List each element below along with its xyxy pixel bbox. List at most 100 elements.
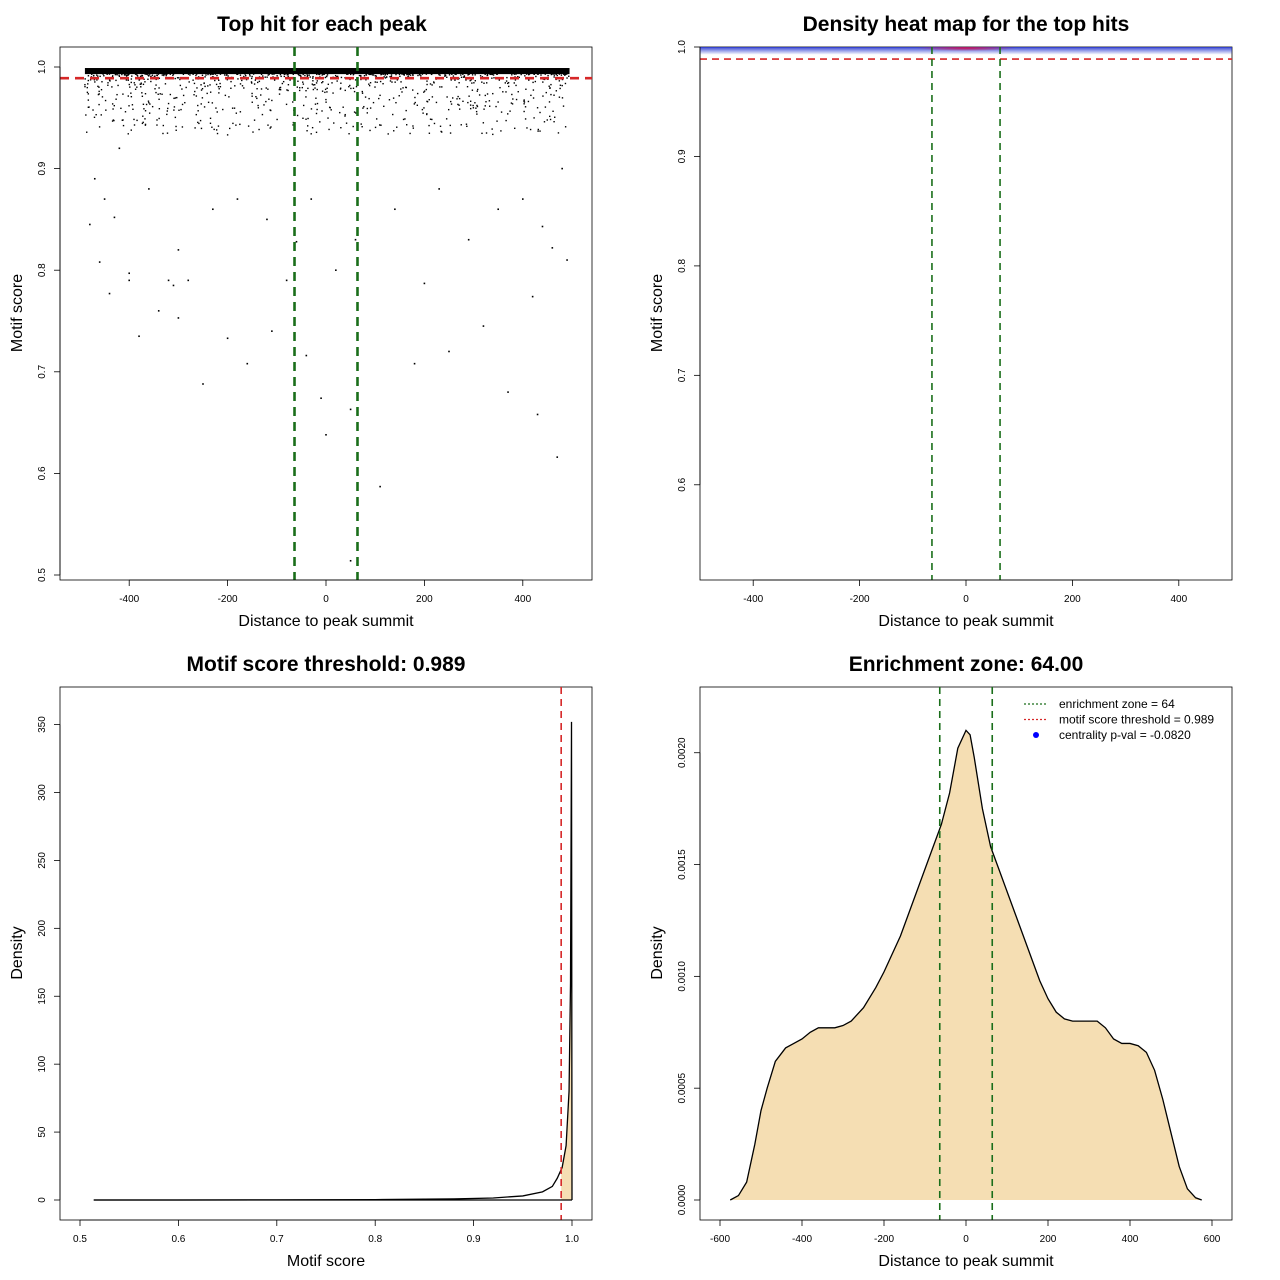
scatter-point xyxy=(232,122,234,125)
scatter-point xyxy=(225,74,228,76)
scatter-point xyxy=(307,87,309,90)
scatter-point xyxy=(306,74,309,77)
scatter-point xyxy=(555,73,557,76)
scatter-point xyxy=(549,115,551,118)
scatter-point xyxy=(257,107,260,109)
scatter-point xyxy=(100,88,103,91)
scatter-point xyxy=(302,83,305,85)
scatter-point xyxy=(302,81,304,83)
scatter-point xyxy=(148,188,150,190)
scatter-point xyxy=(370,73,373,75)
scatter-point xyxy=(542,95,544,97)
scatter-point xyxy=(507,82,509,85)
scatter-point xyxy=(438,188,440,190)
scatter-point xyxy=(311,126,314,129)
x-tick-label: 0.8 xyxy=(368,1234,382,1245)
scatter-point xyxy=(389,80,392,82)
scatter-point xyxy=(264,76,266,78)
scatter-point xyxy=(326,91,328,93)
scatter-point xyxy=(150,75,152,78)
scatter-point xyxy=(549,118,552,121)
scatter-point xyxy=(104,99,107,102)
scatter-point xyxy=(375,118,378,120)
x-tick-label: 1.0 xyxy=(565,1234,579,1245)
x-tick-label: 200 xyxy=(1064,594,1081,605)
scatter-point xyxy=(422,112,424,114)
scatter-point xyxy=(328,128,330,131)
scatter-point xyxy=(455,86,458,88)
scatter-point xyxy=(319,121,321,123)
scatter-point xyxy=(420,75,422,77)
scatter-point xyxy=(205,74,207,76)
scatter-point xyxy=(194,90,196,93)
scatter-point xyxy=(439,86,441,88)
scatter-point xyxy=(390,75,393,78)
scatter-point xyxy=(125,74,127,76)
scatter-point xyxy=(141,95,144,98)
scatter-point xyxy=(144,73,146,75)
scatter-point xyxy=(132,108,134,111)
legend-item: motif score threshold = 0.989 xyxy=(1024,713,1214,727)
x-axis-label: Distance to peak summit xyxy=(878,1253,1054,1270)
dense-point-band xyxy=(84,68,570,75)
scatter-point xyxy=(505,80,508,82)
scatter-point xyxy=(545,91,547,94)
y-tick-label: 100 xyxy=(37,1055,48,1072)
scatter-point xyxy=(514,127,516,130)
scatter-point xyxy=(108,292,111,295)
scatter-point xyxy=(84,78,86,80)
scatter-point xyxy=(548,85,550,87)
scatter-point xyxy=(162,124,165,127)
scatter-point xyxy=(157,310,160,312)
scatter-point xyxy=(414,96,416,99)
scatter-point xyxy=(142,83,145,86)
scatter-point xyxy=(558,96,561,98)
scatter-point xyxy=(344,113,346,116)
scatter-point xyxy=(368,83,370,85)
y-tick-label: 0.6 xyxy=(677,477,688,491)
scatter-point xyxy=(507,113,509,115)
y-tick-label: 0.8 xyxy=(37,263,48,277)
scatter-point xyxy=(448,350,450,353)
scatter-point xyxy=(458,82,460,84)
scatter-point xyxy=(327,117,329,119)
scatter-point xyxy=(125,75,128,77)
scatter-point xyxy=(382,73,384,75)
scatter-point xyxy=(159,93,161,95)
scatter-point xyxy=(431,96,434,98)
scatter-point xyxy=(187,73,190,75)
scatter-point xyxy=(553,74,556,76)
scatter-point xyxy=(203,82,205,85)
scatter-point xyxy=(158,98,160,101)
plot-frame xyxy=(59,686,593,1221)
scatter-point xyxy=(523,101,526,103)
scatter-point xyxy=(236,73,239,75)
scatter-point xyxy=(355,85,358,88)
scatter-point xyxy=(317,73,320,75)
scatter-point xyxy=(134,84,136,86)
scatter-point xyxy=(212,75,214,78)
scatter-point xyxy=(138,79,140,81)
scatter-point xyxy=(115,98,117,100)
scatter-point xyxy=(212,208,214,211)
scatter-point xyxy=(528,73,531,75)
scatter-point xyxy=(380,73,383,75)
panel-top-hit-scatter: Top hit for each peak -400 -200 0 200 400 0.… xyxy=(9,13,593,630)
scatter-point xyxy=(127,133,129,135)
scatter-point xyxy=(540,74,542,76)
x-tick-label: -400 xyxy=(119,594,139,605)
scatter-point xyxy=(490,73,492,76)
scatter-point xyxy=(416,92,419,95)
scatter-point xyxy=(514,79,517,81)
scatter-point xyxy=(460,76,463,79)
scatter-point xyxy=(530,94,532,97)
scatter-point xyxy=(423,282,426,285)
scatter-point xyxy=(195,73,198,75)
scatter-point xyxy=(247,125,250,127)
scatter-point xyxy=(267,124,269,126)
scatter-point xyxy=(450,79,452,81)
scatter-point xyxy=(533,73,535,75)
scatter-point xyxy=(226,134,229,136)
plot-marks xyxy=(700,47,1232,580)
scatter-point xyxy=(278,88,281,91)
